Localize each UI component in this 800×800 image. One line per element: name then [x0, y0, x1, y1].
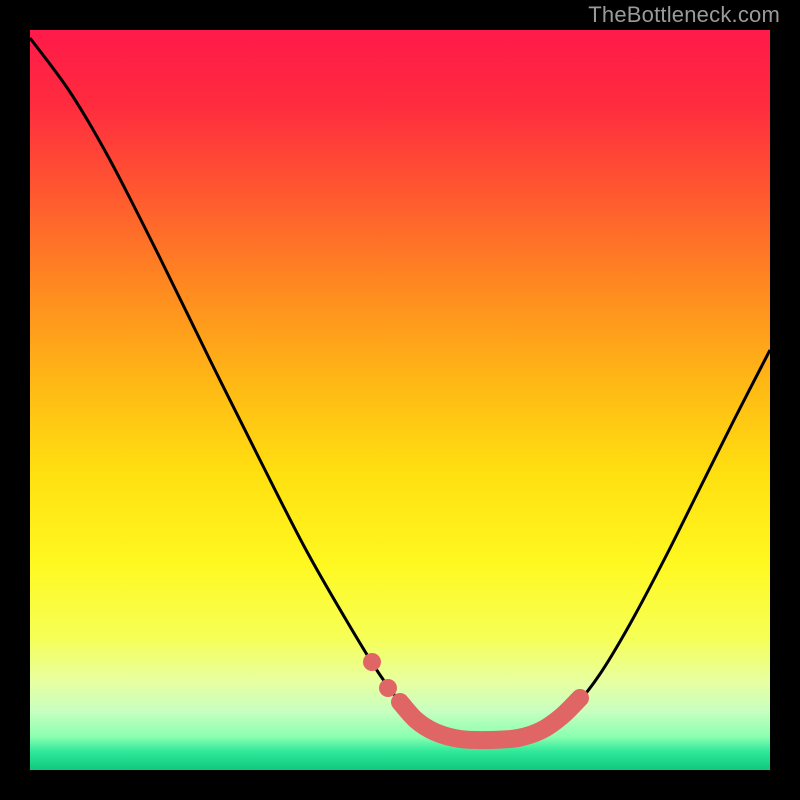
gradient-background: [30, 30, 770, 770]
watermark-text: TheBottleneck.com: [588, 2, 780, 28]
highlight-dot: [363, 653, 381, 671]
highlight-dot: [379, 679, 397, 697]
bottleneck-chart: [0, 0, 800, 800]
